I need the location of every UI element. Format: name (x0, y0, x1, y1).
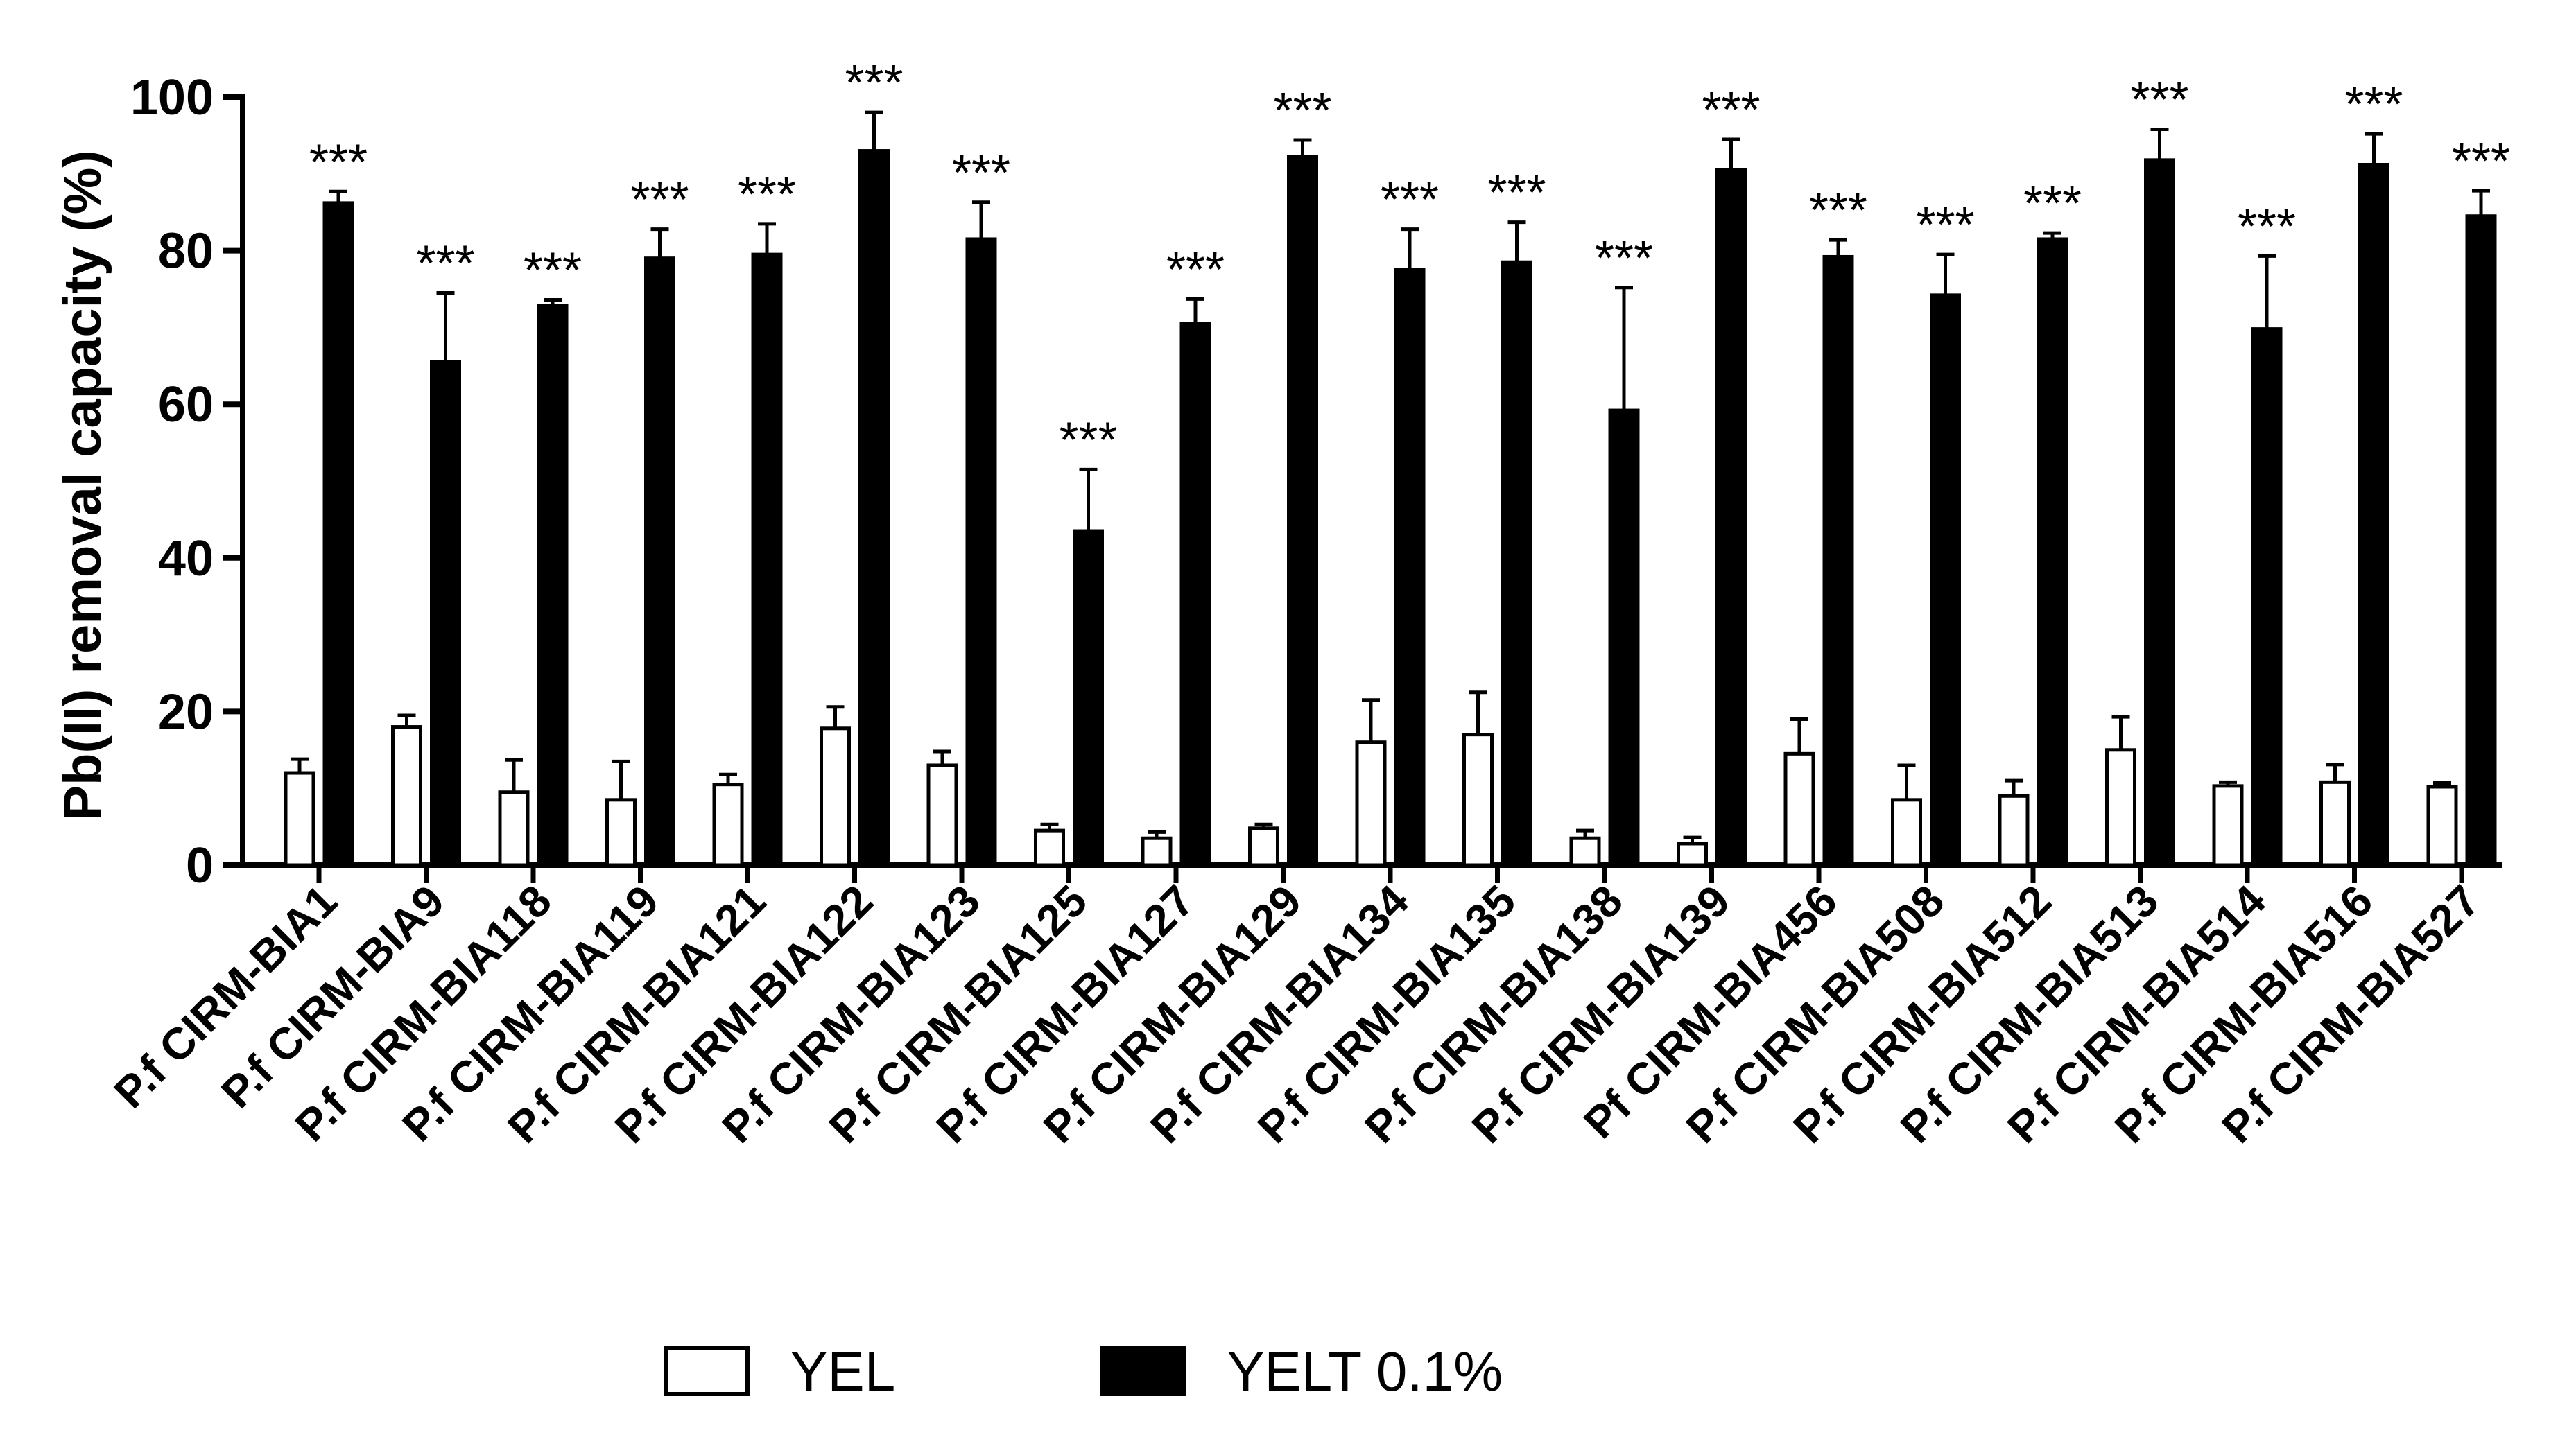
bar-yelt (1501, 260, 1532, 867)
significance-marker: *** (524, 243, 582, 299)
bar-yel (1569, 836, 1601, 867)
significance-marker: *** (2344, 77, 2403, 132)
significance-marker: *** (1809, 183, 1867, 238)
bar-yel (1034, 828, 1065, 867)
significance-marker: *** (630, 173, 689, 228)
y-axis-label: Pb(II) removal capacity (%) (53, 150, 112, 820)
bar-yel (1677, 842, 1708, 867)
significance-marker: *** (2238, 199, 2296, 254)
bar-yel (2426, 785, 2458, 867)
bar-yelt (430, 360, 461, 867)
legend-label-yel: YEL (790, 1341, 895, 1402)
bar-yelt (2037, 237, 2068, 867)
bar-yelt (2144, 158, 2175, 867)
bar-yelt (2465, 214, 2497, 867)
bar-yelt (1715, 168, 1747, 867)
significance-marker: *** (1916, 198, 1974, 253)
y-tick-label: 100 (130, 70, 214, 125)
y-tick-label: 80 (158, 224, 214, 279)
bar-yel (284, 771, 315, 867)
bar-yel (820, 726, 851, 867)
bar-yelt (644, 256, 675, 867)
significance-marker: *** (738, 167, 796, 223)
bar-yelt (858, 149, 890, 867)
bar-yel (1462, 733, 1494, 867)
bar-yelt (1930, 293, 1961, 867)
bar-yel (605, 798, 637, 867)
bar-yel (498, 790, 530, 867)
legend-swatch-yelt (1100, 1346, 1186, 1396)
significance-marker: *** (2023, 176, 2082, 232)
significance-marker: *** (1487, 166, 1546, 221)
significance-marker: *** (2452, 134, 2510, 189)
bar-yel (1783, 751, 1815, 867)
significance-marker: *** (1381, 173, 1439, 228)
bar-yel (926, 763, 958, 867)
y-tick-label: 40 (158, 531, 214, 586)
significance-marker: *** (952, 146, 1010, 201)
bar-yelt (322, 201, 354, 867)
y-tick-label: 20 (158, 684, 214, 740)
y-tick-label: 0 (186, 838, 214, 894)
bar-yelt (1822, 254, 1854, 867)
legend-label-yelt: YELT 0.1% (1227, 1341, 1503, 1402)
bar-yelt (1394, 268, 1426, 867)
bar-yelt (1608, 408, 1640, 867)
significance-marker: *** (1273, 83, 1331, 139)
bar-yel (1248, 826, 1279, 867)
bar-yel (712, 783, 744, 867)
bar-yelt (1179, 322, 1211, 867)
bar-yelt (2251, 327, 2283, 867)
bar-yelt (1073, 529, 1104, 867)
significance-marker: *** (309, 134, 368, 190)
legend: YEL YELT 0.1% (664, 1341, 1503, 1402)
bar-yel (1998, 794, 2030, 867)
bar-yelt (751, 252, 783, 867)
bar-yel (1891, 798, 1922, 867)
significance-marker: *** (1059, 412, 1117, 468)
bar-yelt (1287, 155, 1318, 867)
bar-yel (1355, 740, 1387, 867)
legend-swatch-yel (664, 1346, 750, 1396)
bar-yel (2212, 784, 2244, 867)
significance-marker: *** (416, 236, 474, 292)
bar-yelt (2358, 163, 2389, 867)
bar-yel (1141, 836, 1173, 867)
bar-yelt (537, 304, 569, 867)
significance-marker: *** (845, 55, 903, 111)
significance-marker: *** (1166, 242, 1225, 297)
bar-yelt (965, 237, 997, 867)
significance-marker: *** (1595, 231, 1653, 286)
bar-yel (391, 725, 422, 867)
significance-marker: *** (1702, 82, 1760, 138)
y-tick-label: 60 (158, 377, 214, 433)
significance-marker: *** (2130, 73, 2188, 128)
bar-yel (2105, 748, 2136, 867)
bar-yel (2319, 780, 2351, 867)
